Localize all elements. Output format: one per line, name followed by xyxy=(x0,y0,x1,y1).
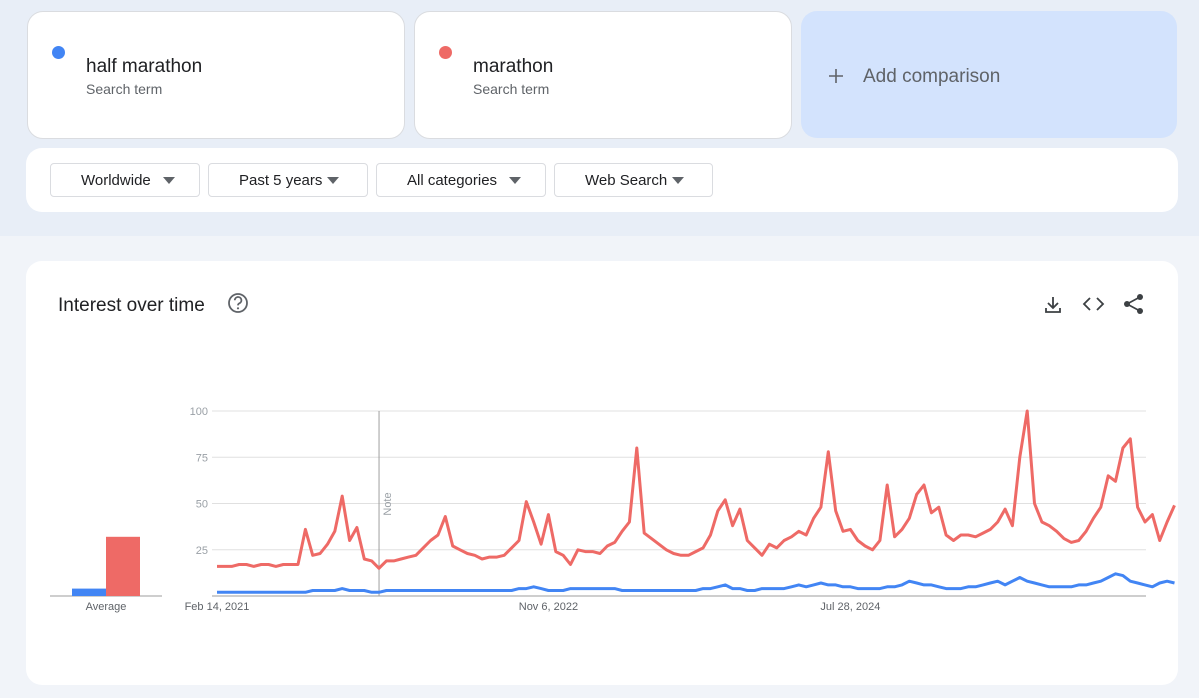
term-subtitle: Search term xyxy=(86,81,163,97)
add-comparison[interactable]: Add comparison xyxy=(801,11,1177,138)
caret xyxy=(163,177,175,184)
average-bar xyxy=(106,536,140,596)
filter-dropdown[interactable]: Past 5 years xyxy=(208,163,368,197)
filter-dropdown[interactable]: Worldwide xyxy=(50,163,200,197)
y-tick-label: 75 xyxy=(196,452,208,464)
series-line xyxy=(217,409,1176,570)
x-tick-label: Feb 14, 2021 xyxy=(185,601,250,613)
caret xyxy=(509,177,521,184)
term-dot xyxy=(439,46,452,59)
y-tick-label: 50 xyxy=(196,499,208,511)
caret xyxy=(672,177,684,184)
filter-label: Past 5 years xyxy=(239,172,323,189)
plus-icon xyxy=(829,69,843,83)
filter-label: Worldwide xyxy=(81,172,151,189)
term-subtitle: Search term xyxy=(473,81,550,97)
filter-bar: Worldwide Past 5 years All categories We… xyxy=(26,148,1178,212)
filter-label: All categories xyxy=(407,172,498,189)
chart-title: Interest over time xyxy=(58,295,205,316)
add-comparison-label: Add comparison xyxy=(863,66,1001,87)
term-dot xyxy=(52,46,65,59)
term-card[interactable]: half marathon Search term xyxy=(27,11,405,139)
x-tick-label: Jul 28, 2024 xyxy=(820,601,880,613)
embed-icon[interactable] xyxy=(1082,297,1105,311)
caret xyxy=(327,177,339,184)
filter-dropdown[interactable]: All categories xyxy=(376,163,546,197)
term-name: half marathon xyxy=(86,56,203,77)
term-name: marathon xyxy=(473,56,554,77)
average-label: Average xyxy=(86,601,127,613)
download-icon[interactable] xyxy=(1045,297,1061,313)
chart-card xyxy=(26,261,1178,685)
share-icon[interactable] xyxy=(1124,294,1143,314)
y-tick-label: 100 xyxy=(190,406,208,418)
term-card[interactable]: marathon Search term xyxy=(414,11,792,139)
average-bar xyxy=(72,588,106,596)
filter-dropdown[interactable]: Web Search xyxy=(554,163,713,197)
y-tick-label: 25 xyxy=(196,545,208,557)
x-tick-label: Nov 6, 2022 xyxy=(519,601,578,613)
filter-label: Web Search xyxy=(585,172,668,189)
help-icon[interactable] xyxy=(228,293,248,313)
note-label: Note xyxy=(382,492,394,515)
series-line xyxy=(217,572,1175,594)
